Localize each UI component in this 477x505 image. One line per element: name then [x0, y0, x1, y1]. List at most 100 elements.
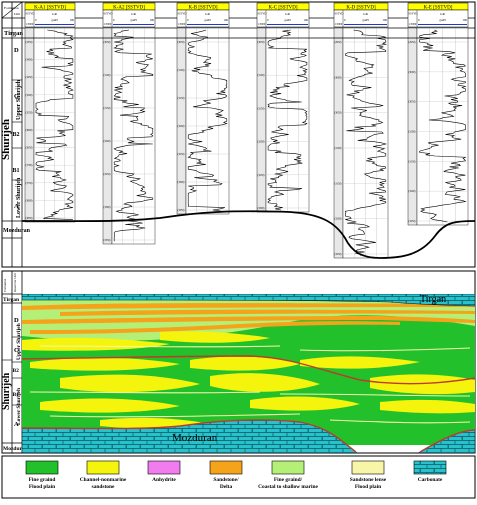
well-depth-tick: (3200)	[178, 125, 185, 128]
well-scale: 1:3000	[409, 23, 417, 26]
well-gr-max: 100	[383, 18, 388, 22]
top-shurijeh-label: Shurijeh	[0, 119, 12, 160]
top-unit-a: A	[14, 203, 19, 210]
gr-curve	[35, 29, 74, 220]
bottom-unit-b1: B1	[13, 392, 20, 398]
well-depth-tick: (3250)	[178, 153, 185, 156]
well-depth-tick: (3000)	[335, 76, 342, 79]
top-lower-member-label: Lower Shurijeh	[16, 177, 22, 218]
section-tirgan-label: Tirgan	[420, 294, 446, 305]
well-scale: 1:3000	[178, 23, 186, 26]
well-gr-min: 0	[187, 18, 189, 22]
well-track: K-C [SSTVD]SSTVD 1:3000 GR gAPI 0 100 (3050) (3…	[256, 2, 310, 213]
well-gr-min: 0	[35, 18, 37, 22]
well-depth-tick: (3050)	[335, 112, 342, 115]
bottom-unit-b2: B2	[13, 368, 20, 374]
well-depth-label: SSTVD	[178, 13, 187, 16]
top-unit-d: D	[14, 47, 19, 54]
well-depth-tick: (3150)	[409, 160, 416, 163]
bottom-lower-member-label: Lower Shurijeh	[16, 388, 22, 425]
well-gr-label: GR	[205, 12, 210, 16]
well-depth-tick: (3250)	[335, 253, 342, 256]
bottom-mozduran-label: Mozduran	[3, 446, 28, 452]
well-gr-label: GR	[363, 12, 368, 16]
well-depth-tick: (3100)	[104, 74, 111, 77]
mozduran-top-line	[21, 210, 476, 259]
well-track: K-A2 [SSTVD]SSTVD 1:3000 GR gAPI 0 100 (3050) (…	[102, 2, 156, 245]
well-depth-tick: (3050)	[178, 41, 185, 44]
legend-swatch	[271, 460, 305, 475]
well-name: K-C [SSTVD]	[268, 6, 297, 11]
legend-label-line1: Channel-nonmarine	[80, 477, 127, 483]
well-track: K-D [SSTVD]SSTVD 1:3000 GR gAPI 0 100 (2950) (3…	[333, 2, 389, 259]
channel-sand-bodies	[22, 331, 475, 429]
legend-item: Fine graind/Coastal to shallow marine	[258, 460, 318, 490]
well-name: K-A1 [SSTVD]	[34, 6, 66, 11]
legend-swatch	[209, 460, 243, 475]
well-scale: 1:3000	[258, 23, 266, 26]
facies-section-panel: Formation Reservoir Unit Tirgan Shurijeh…	[1, 270, 476, 454]
bottom-unit-d: D	[14, 317, 19, 324]
well-depth-tick: (3250)	[409, 220, 416, 223]
legend-label-line2: Flood plain	[355, 484, 381, 490]
well-depth-tick: (3350)	[178, 209, 185, 212]
top-unit-b1: B1	[13, 168, 20, 174]
top-header-formation: Formation	[4, 6, 19, 10]
well-depth-tick: (3300)	[104, 206, 111, 209]
well-name: K-E [SSTVD]	[424, 6, 453, 11]
legend-swatch	[86, 460, 120, 475]
well-gr-max: 100	[224, 18, 229, 22]
well-depth-label: SSTVD	[335, 13, 344, 16]
bottom-header-formation: Formation	[3, 278, 7, 292]
legend-label-line1: Fine graind/	[274, 477, 303, 483]
well-gr-label: GR	[285, 12, 290, 16]
well-unit-label: gAPI	[51, 18, 57, 22]
well-depth-label: SSTVD	[409, 13, 418, 16]
top-mozduran-label: Mozduran	[3, 228, 31, 234]
well-depth-tick: (3550)	[26, 111, 33, 114]
legend-item: Sandstone/Delta	[209, 460, 243, 490]
well-scale: 1:3000	[104, 23, 112, 26]
legend-label-line1: Fine graind	[29, 477, 56, 483]
well-track: K-A1 [SSTVD] SSTVD 1:3000 GR gAPI 0 100 (3350) (…	[24, 2, 76, 223]
well-depth-label: SSTVD	[104, 13, 113, 16]
legend-label-line2: sandstone	[92, 484, 115, 490]
well-name: K-D [SSTVD]	[346, 6, 376, 11]
legend-label-line2: Flood plain	[29, 484, 55, 490]
well-gr-min: 0	[267, 18, 269, 22]
well-depth-tick: (3300)	[258, 207, 265, 210]
well-gr-label: GR	[440, 12, 445, 16]
well-scale: 1:3000	[335, 23, 343, 26]
legend-label-line2: Delta	[220, 484, 233, 490]
well-gr-max: 100	[70, 18, 75, 22]
top-header-unit: Unit	[14, 12, 20, 16]
well-depth-tick: (3350)	[104, 239, 111, 242]
well-depth-tick: (3300)	[178, 181, 185, 184]
legend-label-line2: Coastal to shallow marine	[258, 484, 318, 490]
legend-label-line1: Sandstone lense	[350, 477, 387, 483]
well-gr-max: 100	[463, 18, 468, 22]
top-unit-b2: B2	[13, 132, 20, 138]
bottom-unit-c: C	[14, 347, 19, 354]
well-gr-max: 100	[150, 18, 155, 22]
well-depth-tick: (3800)	[26, 199, 33, 202]
well-depth-tick: (3150)	[335, 182, 342, 185]
legend-label-line1: Carbonate	[418, 477, 443, 483]
well-depth-tick: (3100)	[409, 131, 416, 134]
well-depth-tick: (3750)	[26, 182, 33, 185]
legend-item: Anhydrite	[147, 460, 181, 483]
well-track: K-E [SSTVD] SSTVD 1:3000 GR gAPI 0 100 (2950) (3…	[407, 2, 469, 226]
well-gr-min: 0	[344, 18, 346, 22]
well-depth-tick: (3050)	[409, 101, 416, 104]
top-unit-c: C	[14, 93, 19, 100]
well-scale: 1:3000	[26, 23, 34, 26]
well-depth-tick: (3050)	[258, 41, 265, 44]
bottom-unit-a: A	[14, 421, 19, 428]
gr-curve	[187, 29, 228, 212]
gr-curve	[344, 29, 387, 256]
gr-curve	[419, 29, 467, 223]
legend-label-line1: Anhydrite	[152, 477, 176, 483]
facies-section: Tirgan Mozduran	[22, 294, 475, 453]
